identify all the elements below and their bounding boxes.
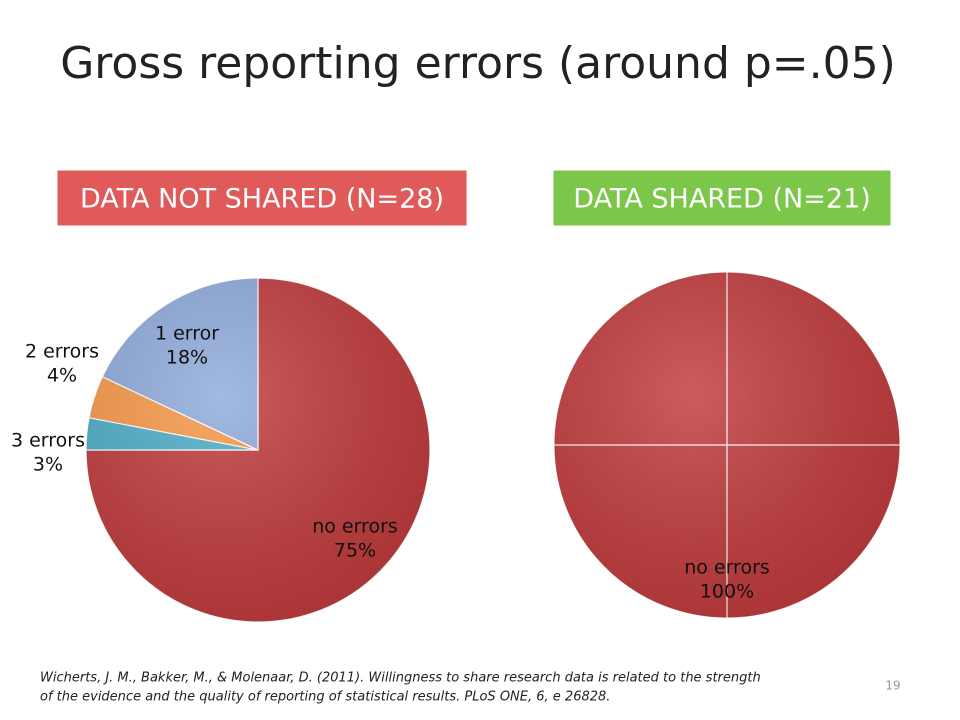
page-number: 19 bbox=[885, 679, 900, 693]
slice-label: 2 errors bbox=[25, 341, 99, 363]
chart-title-box bbox=[552, 169, 892, 227]
slice-value-label: 3% bbox=[33, 454, 63, 476]
slice-label: 3 errors bbox=[11, 430, 85, 452]
citation: Wicherts, J. M., Bakker, M., & Molenaar,… bbox=[40, 671, 761, 686]
chart-title: DATA SHARED (N=21) bbox=[573, 184, 871, 215]
slice-value-label: 75% bbox=[334, 540, 376, 562]
slice-value-label: 18% bbox=[166, 347, 208, 369]
chart-title-box bbox=[56, 169, 468, 227]
slice-value-label: 100% bbox=[700, 581, 754, 603]
slide-title: Gross reporting errors (around p=.05) bbox=[60, 38, 896, 89]
chart-title: DATA NOT SHARED (N=28) bbox=[80, 184, 444, 215]
slice-label: no errors bbox=[684, 557, 770, 579]
slice-value-label: 4% bbox=[47, 365, 77, 387]
citation: of the evidence and the quality of repor… bbox=[40, 690, 610, 705]
slice-label: no errors bbox=[312, 516, 398, 538]
slice-label: 1 error bbox=[155, 323, 219, 345]
